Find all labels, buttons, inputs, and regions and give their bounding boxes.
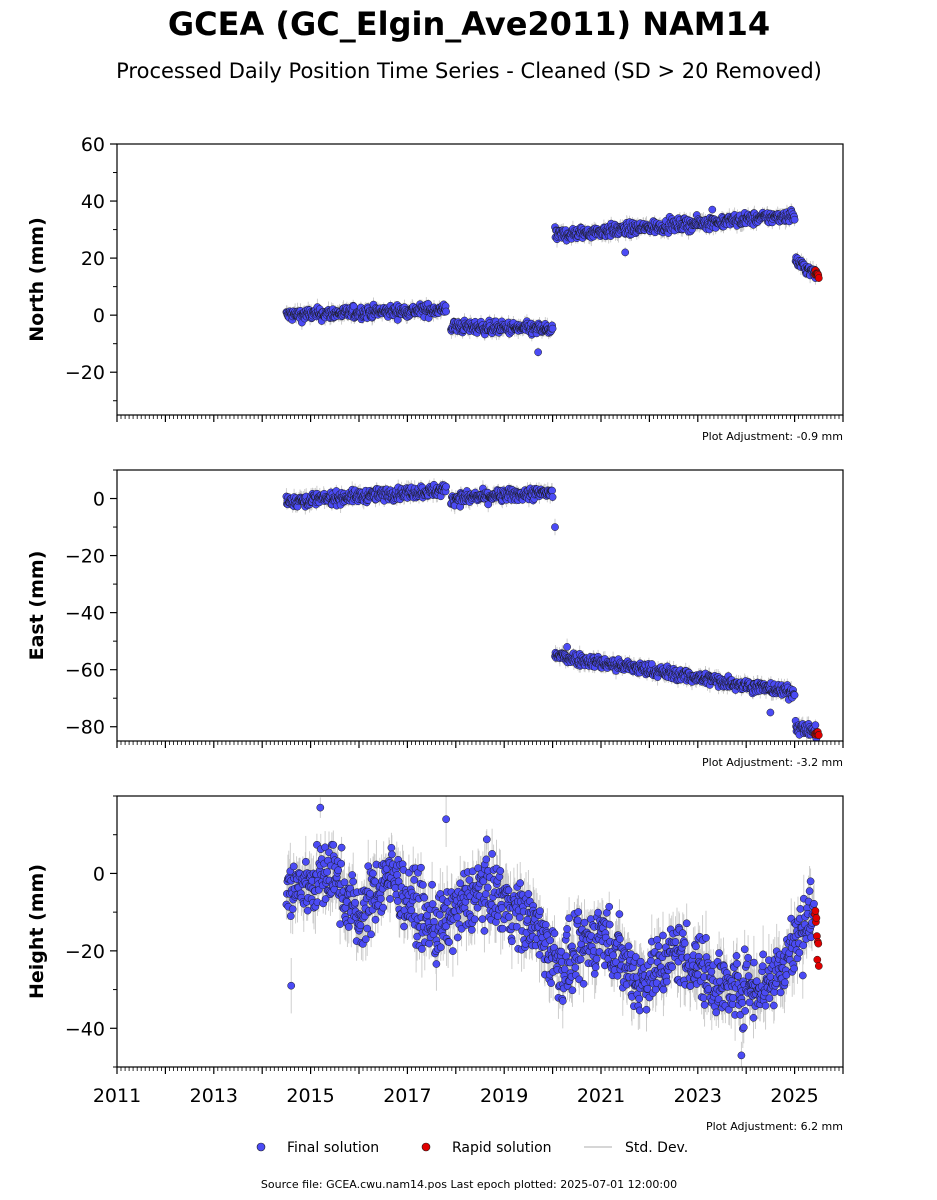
final-point (790, 215, 799, 224)
y-tick-label: −80 (65, 717, 105, 739)
y-tick-label: −40 (65, 603, 105, 625)
chart-title: GCEA (GC_Elgin_Ave2011) NAM14 (168, 5, 770, 43)
plot-frame (116, 143, 844, 416)
final-point (790, 691, 799, 699)
y-tick-label: −60 (65, 660, 105, 682)
final-point (766, 708, 775, 717)
final-point (548, 324, 557, 333)
y-axis-label: East (mm) (26, 551, 48, 661)
x-axis (116, 415, 844, 422)
final-point (442, 482, 450, 491)
y-axis: −80 −60 −40 −20 0 (65, 469, 117, 739)
plot-adjustment: Plot Adjustment: -3.2 mm (702, 756, 843, 769)
rapid-point (814, 731, 823, 739)
rapid-point (814, 274, 823, 282)
final-point (534, 348, 542, 357)
final-points (282, 205, 821, 357)
y-tick-label: 0 (93, 489, 105, 511)
y-tick-label: 40 (81, 191, 105, 213)
final-point (708, 205, 717, 214)
final-point (484, 500, 493, 509)
y-axis: −20 0 20 40 60 (65, 134, 117, 402)
east-panel: −80 −60 −40 −20 0 East (mm) Plot Adjustment: -… (26, 469, 844, 769)
final-point (442, 307, 450, 316)
north-panel: −20 0 20 40 60 North (mm) Plot Adjustment: -0.… (26, 134, 844, 443)
final-point (563, 643, 571, 651)
y-tick-label: 0 (93, 305, 105, 327)
y-tick-label: −20 (65, 546, 105, 568)
final-point (551, 523, 559, 531)
chart-subtitle: Processed Daily Position Time Series - C… (116, 59, 822, 83)
final-point (548, 486, 556, 495)
final-point (811, 721, 820, 729)
final-points (282, 480, 821, 741)
y-tick-label: 20 (81, 248, 105, 270)
x-axis (116, 741, 844, 748)
final-point (548, 493, 557, 501)
plot-frame (116, 469, 844, 742)
y-tick-label: 60 (81, 134, 105, 156)
std-dev-bars (285, 478, 817, 741)
plot-adjustment: Plot Adjustment: -0.9 mm (702, 430, 843, 443)
final-point (621, 248, 630, 257)
y-tick-label: −20 (65, 362, 105, 384)
rapid-points (811, 266, 823, 282)
rapid-points (811, 728, 823, 739)
y-axis-label: North (mm) (26, 217, 48, 342)
